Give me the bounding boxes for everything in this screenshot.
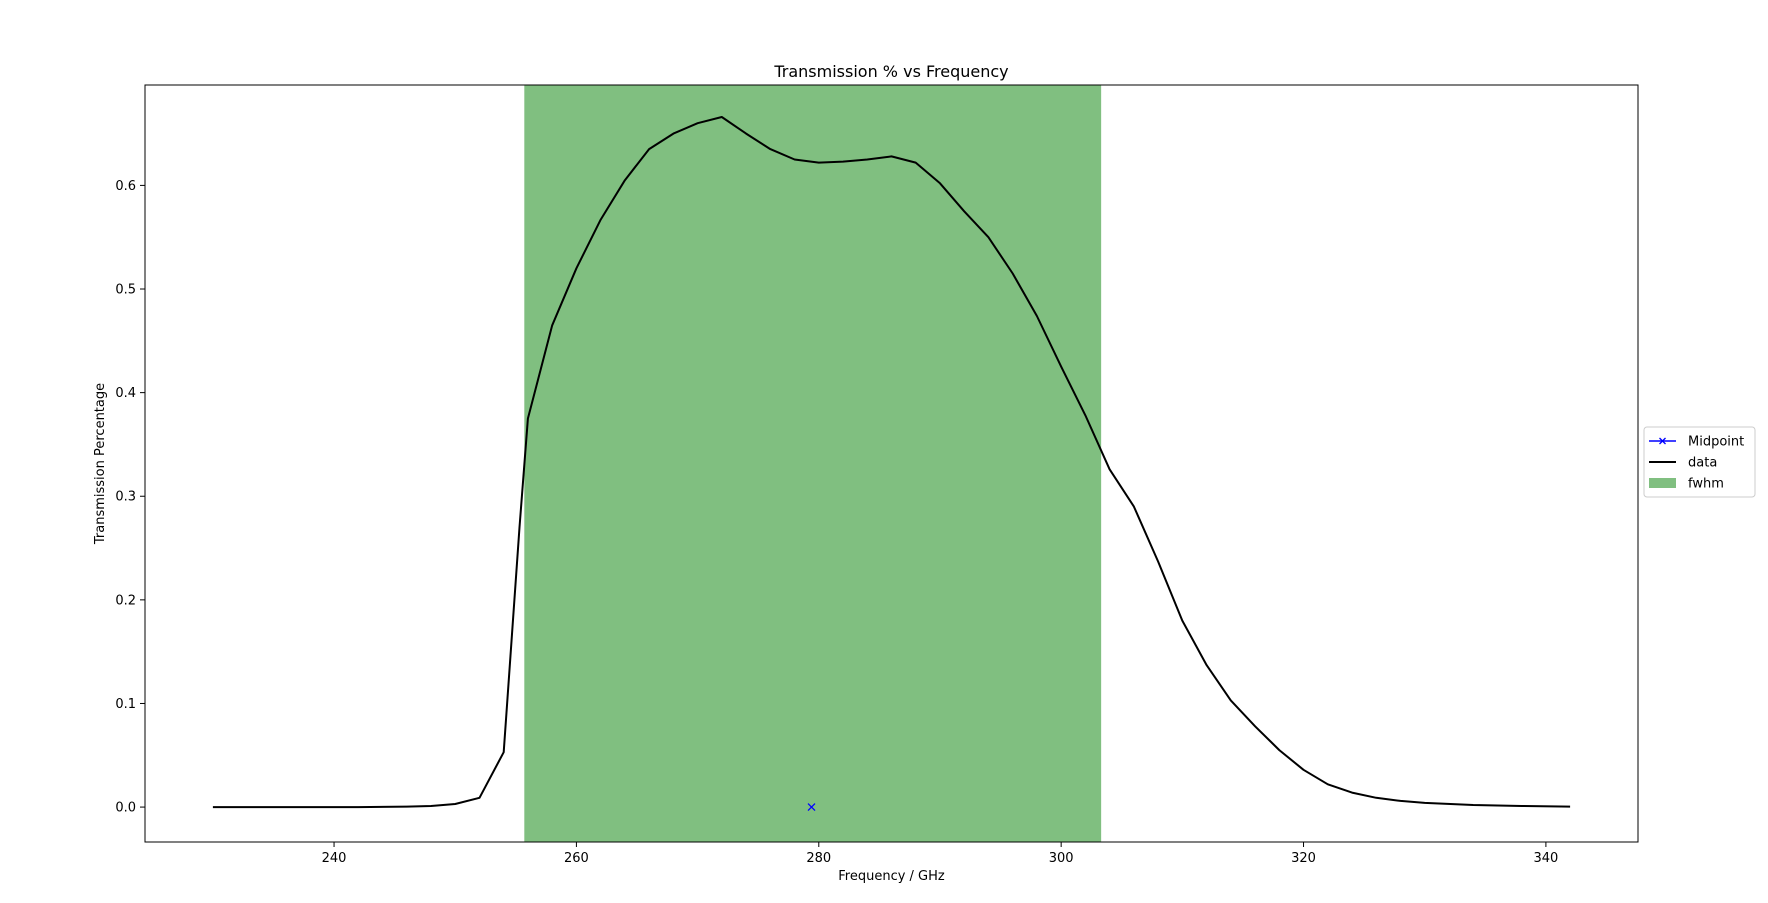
- chart-title: Transmission % vs Frequency: [773, 62, 1008, 81]
- x-tick-label: 320: [1291, 851, 1316, 866]
- y-tick-label: 0.2: [115, 593, 136, 608]
- legend-item-fwhm: fwhm: [1649, 477, 1724, 492]
- axes-frame: [144, 84, 1639, 843]
- legend-label-data: data: [1688, 456, 1717, 471]
- x-tick-label: 240: [322, 851, 347, 866]
- y-tick-label: 0.4: [115, 386, 136, 401]
- y-tick-label: 0.1: [115, 697, 136, 712]
- x-axis: 240 260 280 300 320 340: [322, 842, 1558, 866]
- legend-label-fwhm: fwhm: [1688, 477, 1724, 492]
- y-tick-label: 0.0: [115, 801, 136, 816]
- x-axis-label: Frequency / GHz: [838, 869, 945, 884]
- legend: Midpoint data fwhm: [1643, 426, 1756, 498]
- midpoint-marker: [807, 803, 816, 812]
- y-tick-label: 0.6: [115, 179, 136, 194]
- x-tick-label: 340: [1533, 851, 1558, 866]
- series-layer: [212, 85, 1571, 842]
- legend-item-data: data: [1649, 456, 1717, 471]
- legend-label-midpoint: Midpoint: [1688, 435, 1744, 450]
- y-axis-label: Transmission Percentage: [93, 383, 108, 545]
- y-tick-label: 0.5: [115, 283, 136, 298]
- legend-item-midpoint: Midpoint: [1649, 435, 1744, 450]
- data-series-line: [212, 116, 1571, 809]
- y-tick-label: 0.3: [115, 490, 136, 505]
- x-tick-label: 300: [1049, 851, 1074, 866]
- fwhm-band: [524, 85, 1102, 842]
- x-tick-label: 260: [564, 851, 589, 866]
- y-axis: 0.0 0.1 0.2 0.3 0.4 0.5 0.6: [115, 179, 145, 816]
- x-tick-label: 280: [806, 851, 831, 866]
